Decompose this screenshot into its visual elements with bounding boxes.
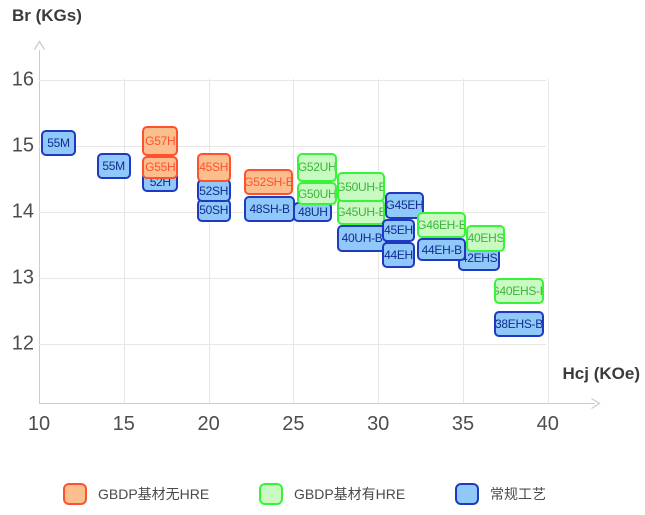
gridline-vertical bbox=[123, 79, 125, 403]
grade-box-g45uh-b[interactable]: G45UH-B bbox=[337, 198, 385, 226]
x-axis-arrow-icon bbox=[591, 397, 601, 410]
legend-item-gbdp-with-hre[interactable]: GBDP基材有HRE bbox=[259, 483, 405, 505]
grade-box-38ehs-b[interactable]: 38EHS-B bbox=[493, 311, 545, 338]
y-tick-label: 15 bbox=[11, 134, 34, 157]
grade-box-g50uh-b[interactable]: G50UH-B bbox=[337, 172, 385, 203]
legend: GBDP基材无HRE GBDP基材有HRE 常规工艺 bbox=[0, 481, 645, 511]
x-axis-title: Hcj (KOe) bbox=[562, 364, 640, 383]
y-axis-title: Br (KGs) bbox=[12, 6, 82, 25]
grade-box-40ehs[interactable]: 40EHS bbox=[466, 225, 506, 252]
x-tick-label: 25 bbox=[282, 413, 305, 435]
x-tick-label: 20 bbox=[197, 413, 220, 435]
legend-item-gbdp-no-hre[interactable]: GBDP基材无HRE bbox=[63, 483, 209, 505]
grade-box-44eh-b[interactable]: 44EH-B bbox=[417, 238, 467, 262]
y-tick-label: 13 bbox=[11, 266, 34, 289]
grade-box-g45eh[interactable]: G45EH bbox=[384, 192, 424, 219]
x-tick-label: 10 bbox=[27, 413, 51, 435]
grade-box-48uh[interactable]: 48UH bbox=[293, 202, 333, 222]
grade-box-g46eh-b[interactable]: G46EH-B bbox=[417, 212, 467, 239]
y-axis-line bbox=[39, 50, 40, 403]
grade-box-40uh-b[interactable]: 40UH-B bbox=[337, 225, 387, 252]
legend-swatch-blue bbox=[455, 483, 479, 505]
grade-box-48sh-b[interactable]: 48SH-B bbox=[244, 195, 296, 222]
grade-box-55m[interactable]: 55M bbox=[96, 152, 131, 179]
grade-box-g40ehs-b[interactable]: G40EHS-B bbox=[493, 278, 545, 305]
gridline-horizontal bbox=[39, 278, 546, 279]
grade-box-44eh[interactable]: 44EH bbox=[381, 241, 416, 269]
x-tick-label: 15 bbox=[112, 413, 135, 435]
grade-box-g57h[interactable]: G57H bbox=[142, 126, 179, 156]
grade-box-g52uh[interactable]: G52UH bbox=[296, 152, 338, 183]
grade-box-55m[interactable]: 55M bbox=[40, 129, 77, 156]
legend-swatch-orange bbox=[63, 483, 87, 505]
legend-label-orange: GBDP基材无HRE bbox=[98, 486, 210, 502]
gridline-horizontal bbox=[39, 80, 546, 81]
legend-item-conventional[interactable]: 常规工艺 bbox=[455, 483, 546, 505]
y-tick-label: 12 bbox=[11, 332, 34, 355]
y-tick-label: 14 bbox=[11, 200, 34, 223]
x-tick-label: 40 bbox=[536, 413, 559, 435]
y-axis-arrow-icon bbox=[33, 40, 46, 50]
gridline-horizontal bbox=[39, 146, 546, 147]
grade-box-52sh[interactable]: 52SH bbox=[196, 179, 231, 203]
grade-box-g52sh-b[interactable]: G52SH-B bbox=[244, 169, 294, 196]
gridline-vertical bbox=[208, 79, 210, 403]
gridline-vertical bbox=[293, 79, 295, 403]
gridline-horizontal bbox=[39, 344, 546, 345]
legend-swatch-green bbox=[259, 483, 283, 505]
legend-label-green: GBDP基材有HRE bbox=[294, 486, 406, 502]
grade-box-45sh[interactable]: 45SH bbox=[196, 152, 231, 183]
grade-box-g55h[interactable]: G55H bbox=[142, 155, 179, 179]
grade-box-g50uh[interactable]: G50UH bbox=[296, 182, 338, 206]
x-tick-label: 35 bbox=[451, 413, 475, 435]
legend-label-blue: 常规工艺 bbox=[490, 486, 546, 502]
gridline-vertical bbox=[547, 79, 549, 403]
x-axis-line bbox=[39, 403, 595, 404]
x-tick-label: 30 bbox=[367, 413, 390, 435]
grade-box-50sh[interactable]: 50SH bbox=[196, 198, 231, 222]
grade-box-45eh[interactable]: 45EH bbox=[381, 218, 416, 242]
y-tick-label: 16 bbox=[11, 68, 34, 91]
